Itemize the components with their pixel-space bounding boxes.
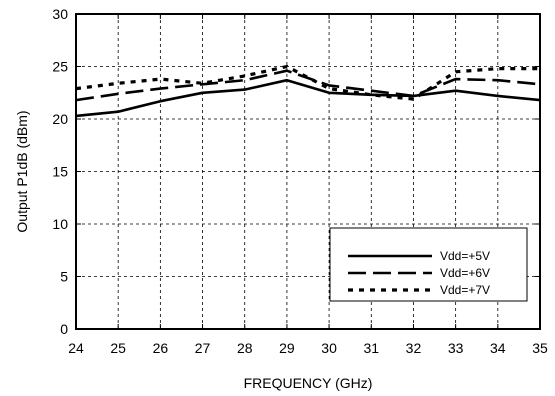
y-tick-label: 30: [52, 6, 68, 22]
x-tick-label: 26: [153, 340, 169, 356]
x-tick-label: 24: [68, 340, 84, 356]
y-tick-label: 15: [52, 164, 68, 180]
legend-label-1: Vdd=+6V: [440, 266, 490, 280]
legend-label-0: Vdd=+5V: [440, 249, 490, 263]
y-tick-label: 10: [52, 216, 68, 232]
x-tick-label: 30: [321, 340, 337, 356]
x-tick-label: 29: [279, 340, 295, 356]
x-tick-label: 25: [110, 340, 126, 356]
x-tick-label: 32: [406, 340, 422, 356]
y-tick-label: 25: [52, 59, 68, 75]
x-tick-label: 35: [532, 340, 548, 356]
x-tick-label: 27: [195, 340, 211, 356]
legend: Vdd=+5V Vdd=+6V Vdd=+7V: [329, 227, 528, 302]
series-line-0: [75, 78, 541, 118]
y-tick-label: 0: [60, 321, 68, 337]
legend-label-2: Vdd=+7V: [440, 283, 490, 297]
axis-ticks: [75, 13, 541, 330]
series-lines: [75, 64, 541, 118]
series-line-2: [75, 64, 540, 101]
x-tick-labels: 24 25 26 27 28 29 30 31 32 33 34 35: [68, 340, 548, 356]
x-tick-label: 34: [490, 340, 506, 356]
series-line-1: [75, 69, 541, 102]
y-tick-labels: 0 5 10 15 20 25 30: [52, 6, 68, 337]
y-tick-label: 5: [60, 269, 68, 285]
x-tick-label: 31: [363, 340, 379, 356]
y-axis-title: Output P1dB (dBm): [14, 110, 30, 232]
x-tick-label: 33: [448, 340, 464, 356]
x-axis-title: FREQUENCY (GHz): [244, 375, 373, 391]
y-tick-label: 20: [52, 111, 68, 127]
x-tick-label: 28: [237, 340, 253, 356]
